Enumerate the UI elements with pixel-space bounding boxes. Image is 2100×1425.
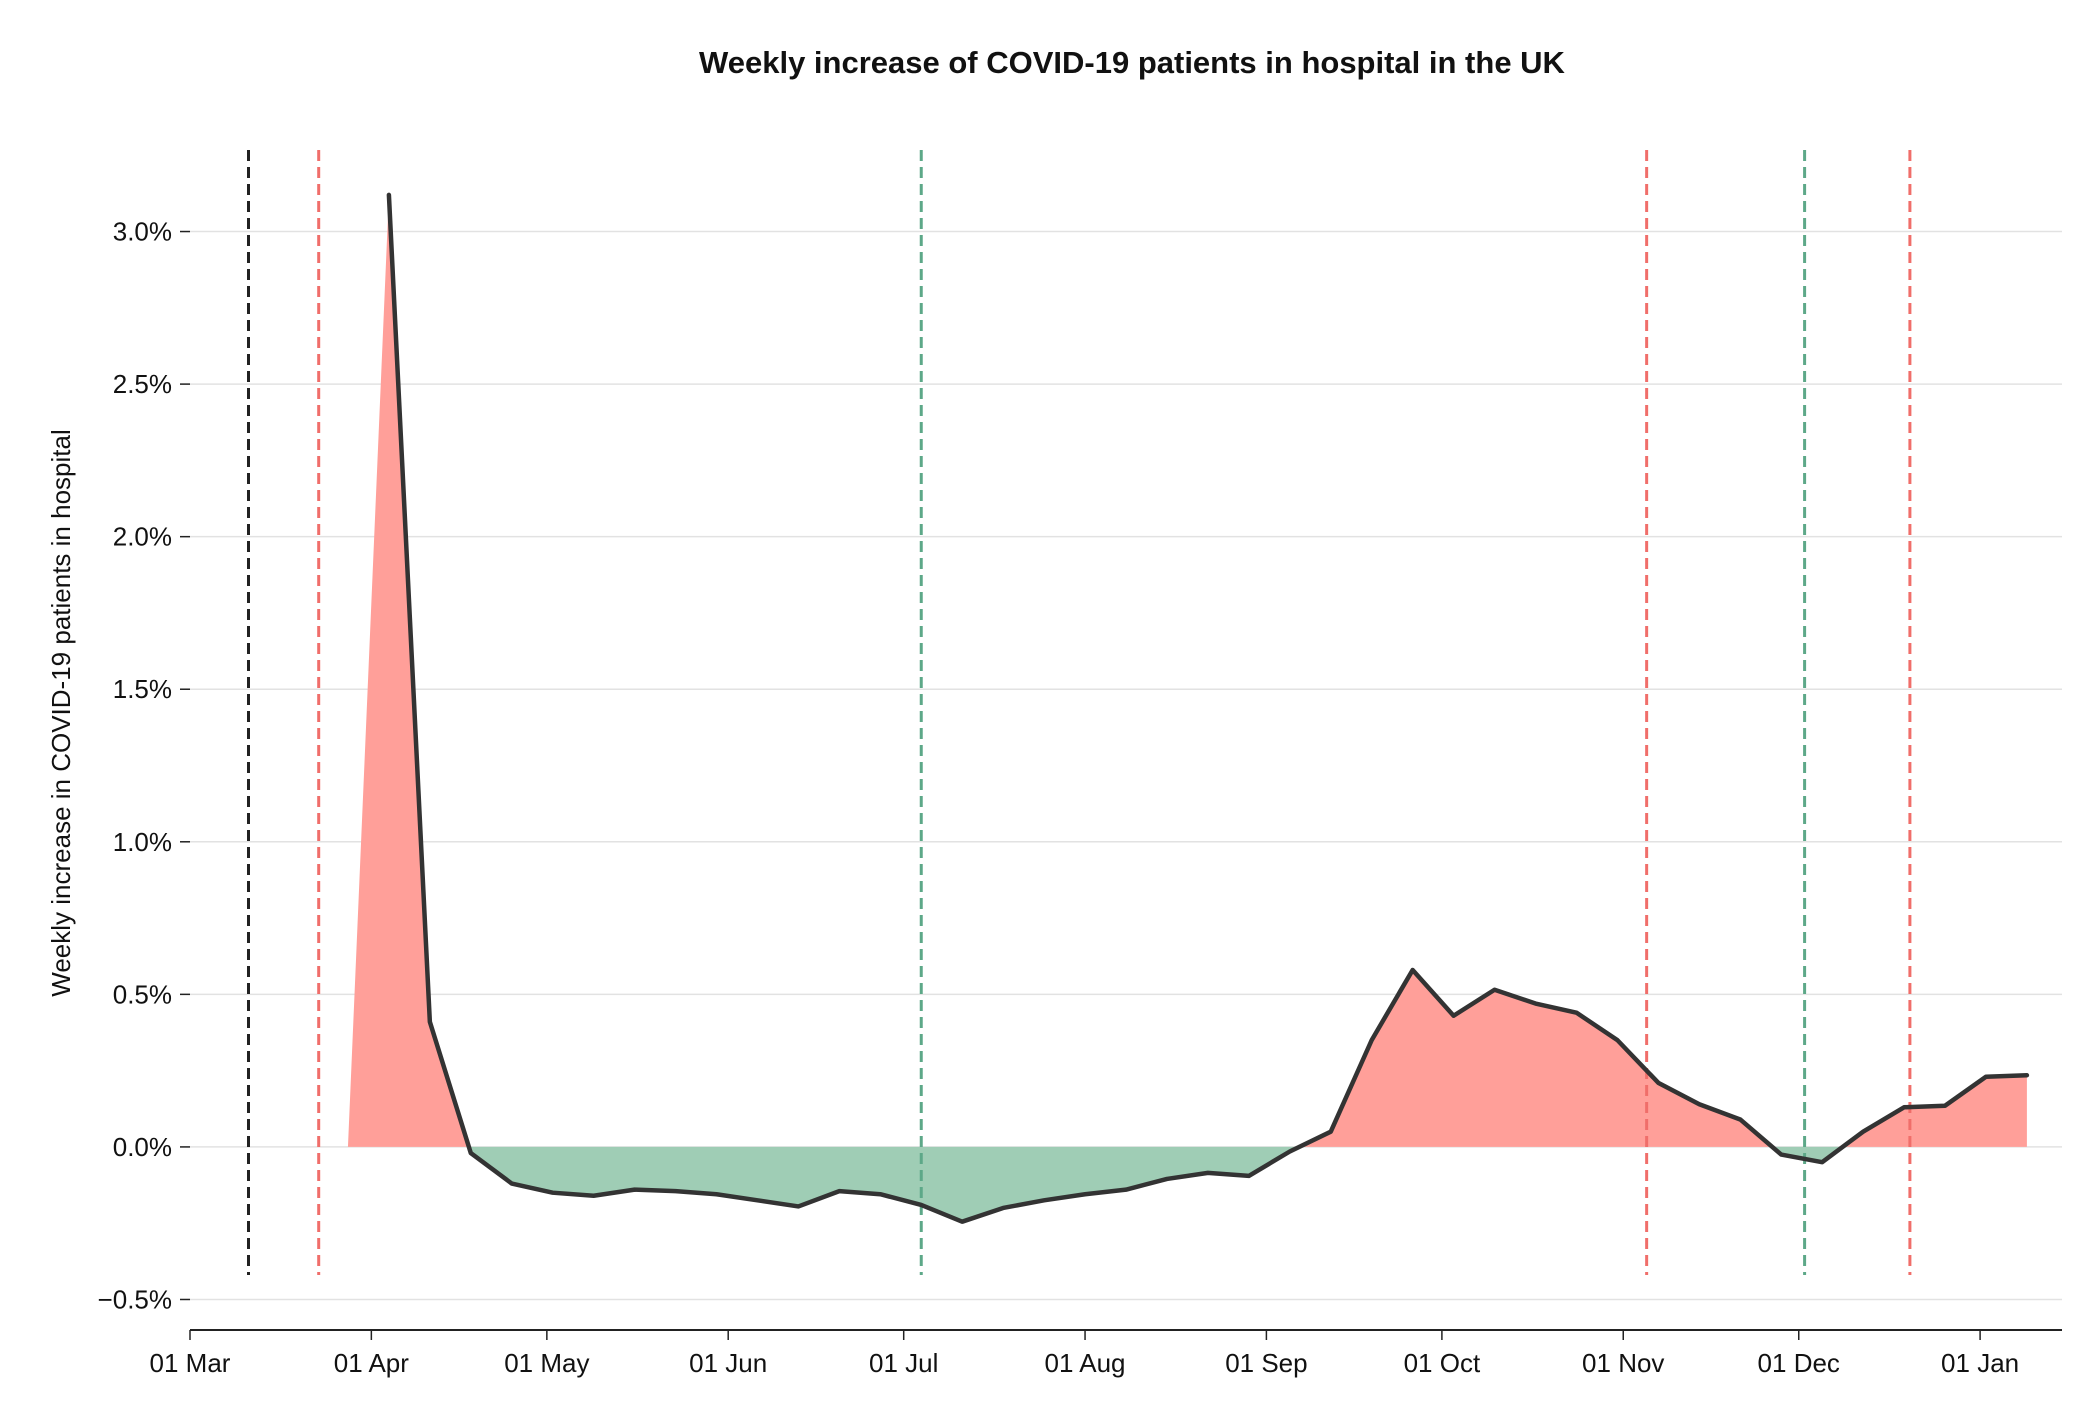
data-point bbox=[1985, 1076, 1987, 1078]
data-point bbox=[675, 1190, 677, 1192]
data-point bbox=[961, 1221, 963, 1223]
data-point bbox=[2026, 1074, 2028, 1076]
data-point bbox=[1166, 1178, 1168, 1180]
y-tick-label: 0.0% bbox=[113, 1132, 172, 1162]
grid-layer bbox=[190, 230, 2062, 1301]
data-point bbox=[470, 1152, 472, 1154]
data-point bbox=[1289, 1151, 1291, 1152]
event-lines bbox=[247, 150, 1912, 1275]
data-point bbox=[634, 1189, 636, 1191]
data-point bbox=[879, 1193, 881, 1195]
data-point bbox=[1330, 1131, 1332, 1133]
data-point bbox=[429, 1021, 431, 1023]
data-point bbox=[1944, 1105, 1946, 1107]
data-point bbox=[1125, 1189, 1127, 1191]
series-layer bbox=[386, 192, 2030, 1224]
data-point bbox=[1453, 1015, 1455, 1017]
data-point bbox=[1371, 1039, 1373, 1041]
x-tick-label: 01 Apr bbox=[334, 1348, 410, 1378]
axis-layer: −0.5% 0.0% 0.5% 1.0% 1.5% 2.0% 2.5% 3.0% 01 Mar 0… bbox=[98, 217, 2062, 1378]
x-tick-label: 01 Jan bbox=[1941, 1348, 2019, 1378]
fill-layer bbox=[347, 194, 2027, 1222]
x-tick-label: 01 Mar bbox=[150, 1348, 231, 1378]
negative-area bbox=[468, 1146, 1300, 1222]
x-tick-label: 01 May bbox=[504, 1348, 589, 1378]
data-point bbox=[1575, 1012, 1577, 1014]
x-tick-label: 01 Nov bbox=[1582, 1348, 1664, 1378]
y-tick-label: 2.0% bbox=[113, 522, 172, 552]
series-line bbox=[386, 192, 2030, 1224]
data-point bbox=[552, 1192, 554, 1194]
data-point bbox=[388, 194, 390, 196]
data-point bbox=[1043, 1199, 1045, 1201]
data-point bbox=[1657, 1082, 1659, 1084]
data-point bbox=[1002, 1207, 1004, 1209]
data-point bbox=[1821, 1161, 1823, 1163]
data-point bbox=[797, 1205, 799, 1207]
data-point bbox=[1903, 1106, 1905, 1108]
x-tick-label: 01 Oct bbox=[1404, 1348, 1481, 1378]
data-point bbox=[1535, 1003, 1536, 1005]
y-axis-label: Weekly increase in COVID-19 patients in … bbox=[46, 429, 76, 996]
positive-area bbox=[1299, 969, 1773, 1147]
data-point bbox=[1739, 1118, 1741, 1120]
y-tick-label: 2.5% bbox=[113, 369, 172, 399]
data-point bbox=[593, 1195, 595, 1197]
y-tick-label: 0.5% bbox=[113, 979, 172, 1009]
data-point bbox=[1616, 1039, 1618, 1041]
data-point bbox=[838, 1190, 840, 1192]
data-point bbox=[1207, 1172, 1209, 1174]
data-point bbox=[1780, 1154, 1782, 1156]
y-tick-label: 1.5% bbox=[113, 674, 172, 704]
y-tick-label: −0.5% bbox=[98, 1284, 172, 1314]
data-point bbox=[511, 1183, 513, 1185]
x-tick-label: 01 Jun bbox=[689, 1348, 767, 1378]
x-tick-label: 01 Sep bbox=[1225, 1348, 1307, 1378]
data-point bbox=[1084, 1193, 1086, 1195]
data-point bbox=[1248, 1175, 1250, 1177]
data-point bbox=[920, 1204, 922, 1206]
data-point bbox=[756, 1199, 758, 1201]
data-point bbox=[1494, 989, 1496, 991]
data-point bbox=[716, 1193, 717, 1195]
y-tick-label: 3.0% bbox=[113, 217, 172, 247]
x-tick-label: 01 Aug bbox=[1045, 1348, 1126, 1378]
data-point bbox=[1698, 1103, 1700, 1105]
positive-area bbox=[347, 194, 469, 1147]
chart-title: Weekly increase of COVID-19 patients in … bbox=[699, 45, 1566, 80]
positive-area bbox=[1842, 1075, 2027, 1147]
data-point bbox=[1862, 1131, 1864, 1133]
x-tick-label: 01 Dec bbox=[1758, 1348, 1840, 1378]
x-tick-label: 01 Jul bbox=[869, 1348, 938, 1378]
y-tick-label: 1.0% bbox=[113, 827, 172, 857]
data-point bbox=[1412, 969, 1414, 971]
